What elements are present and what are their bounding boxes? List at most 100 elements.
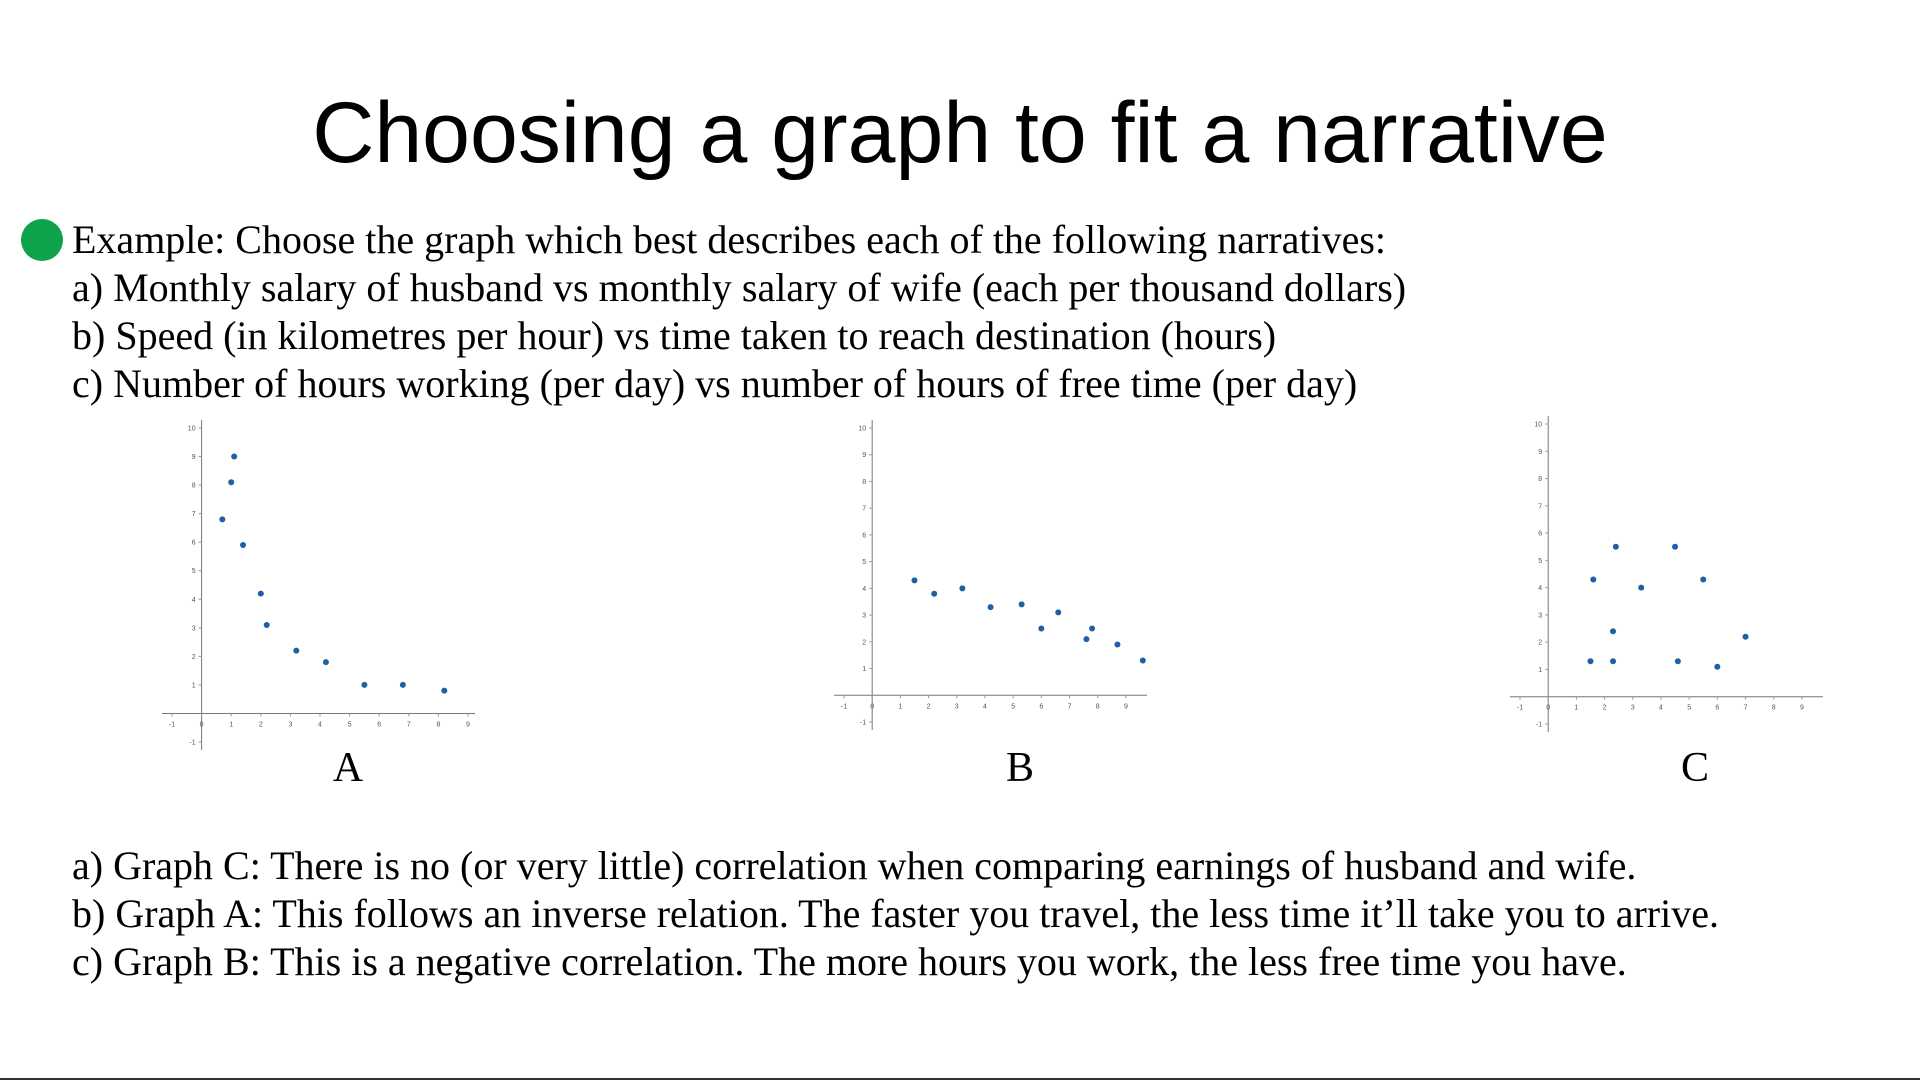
y-tick-label: 8 — [862, 479, 866, 486]
x-tick-label: 5 — [348, 721, 352, 728]
y-tick-label: 9 — [862, 452, 866, 459]
scatter-point — [1638, 584, 1645, 591]
y-tick-label: 10 — [188, 426, 196, 433]
scatter-point — [263, 621, 270, 628]
y-tick-label: 6 — [862, 532, 866, 539]
x-tick-label: -1 — [841, 703, 847, 710]
scatter-point — [1018, 601, 1025, 608]
y-tick-label: 4 — [192, 597, 196, 604]
scatter-point — [959, 585, 966, 592]
scatter-point — [228, 479, 235, 486]
x-tick-label: 6 — [377, 721, 381, 728]
scatter-point — [399, 681, 406, 688]
graph-label-a: A — [332, 745, 364, 791]
y-tick-label: 1 — [192, 682, 196, 689]
y-tick-label: 3 — [1538, 612, 1542, 619]
y-tick-label: 5 — [192, 568, 196, 575]
scatter-point — [1083, 636, 1090, 643]
x-tick-label: 2 — [259, 721, 263, 728]
scatter-point — [240, 542, 247, 549]
x-tick-label: 9 — [1800, 705, 1804, 712]
y-tick-label: 2 — [862, 639, 866, 646]
y-tick-label: 8 — [1538, 476, 1542, 483]
x-tick-label: 8 — [1772, 705, 1776, 712]
scatter-point — [1610, 628, 1617, 635]
x-tick-label: 4 — [1659, 705, 1663, 712]
y-tick-label: 6 — [192, 540, 196, 547]
prompt-line: Example: Choose the graph which best des… — [72, 217, 1387, 262]
answer-line: a) Graph C: There is no (or very little)… — [72, 843, 1637, 888]
x-tick-label: 0 — [870, 703, 874, 710]
y-tick-label: 4 — [862, 586, 866, 593]
scatter-point — [1742, 633, 1749, 640]
y-tick-label: 3 — [192, 625, 196, 632]
x-tick-label: 0 — [1546, 705, 1550, 712]
y-tick-label: 5 — [1538, 558, 1542, 565]
x-tick-label: -1 — [1517, 705, 1523, 712]
answer-line: c) Graph B: This is a negative correlati… — [72, 939, 1627, 984]
x-tick-label: -1 — [169, 721, 175, 728]
scatter-point — [1672, 543, 1679, 550]
y-tick-label: -1 — [189, 740, 195, 747]
y-tick-label: 1 — [862, 666, 866, 673]
scatter-point — [1610, 658, 1617, 665]
scatter-point — [911, 577, 918, 584]
x-tick-label: 6 — [1039, 703, 1043, 710]
x-tick-label: 2 — [927, 703, 931, 710]
x-tick-label: 9 — [1124, 703, 1128, 710]
scatter-point — [1587, 658, 1594, 665]
scatter-chart-a: -1 0 1 2 3 4 5 6 7 8 9 -1 1 2 3 4 5 6 7 8 9 10 — [162, 420, 475, 750]
scatter-point — [1139, 657, 1146, 664]
scatter-point — [1674, 658, 1681, 665]
x-tick-label: 3 — [1631, 705, 1635, 712]
graph-label-c: C — [1680, 745, 1709, 791]
x-tick-label: 0 — [200, 721, 204, 728]
y-tick-label: -1 — [1536, 722, 1542, 729]
x-tick-label: 1 — [1574, 705, 1578, 712]
x-tick-label: 8 — [436, 721, 440, 728]
y-tick-label: 4 — [1538, 585, 1542, 592]
scatter-point — [1612, 543, 1619, 550]
scatter-point — [441, 687, 448, 694]
y-tick-label: 3 — [862, 613, 866, 620]
scatter-point — [1714, 663, 1721, 670]
y-tick-label: 9 — [1538, 449, 1542, 456]
answers-block: a) Graph C: There is no (or very little)… — [72, 842, 1719, 986]
scatter-point — [219, 516, 226, 523]
slide-title: Choosing a graph to fit a narrative — [312, 85, 1608, 181]
scatter-point — [257, 590, 264, 597]
x-tick-label: 8 — [1096, 703, 1100, 710]
scatter-point — [987, 604, 994, 611]
x-tick-label: 7 — [407, 721, 411, 728]
answer-line: b) Graph A: This follows an inverse rela… — [72, 891, 1719, 936]
y-tick-label: 7 — [192, 511, 196, 518]
y-tick-label: 1 — [1538, 667, 1542, 674]
scatter-point — [1089, 625, 1096, 632]
y-tick-label: -1 — [860, 720, 866, 727]
x-tick-label: 4 — [983, 703, 987, 710]
y-tick-label: 7 — [1538, 503, 1542, 510]
prompt-line: b) Speed (in kilometres per hour) vs tim… — [72, 313, 1277, 358]
scatter-point — [293, 647, 300, 654]
slide-bottom-border — [0, 1078, 1920, 1080]
bullet-dot-icon — [21, 219, 63, 261]
graph-label-b: B — [1005, 745, 1034, 791]
scatter-point — [1114, 641, 1121, 648]
y-tick-label: 10 — [1534, 422, 1542, 429]
x-tick-label: 5 — [1011, 703, 1015, 710]
prompt-line: c) Number of hours working (per day) vs … — [72, 361, 1358, 406]
x-tick-label: 2 — [1603, 705, 1607, 712]
scatter-point — [322, 659, 329, 666]
y-tick-label: 2 — [192, 654, 196, 661]
x-tick-label: 9 — [466, 721, 470, 728]
scatter-point — [361, 681, 368, 688]
scatter-point — [231, 453, 238, 460]
y-tick-label: 5 — [862, 559, 866, 566]
x-tick-label: 3 — [955, 703, 959, 710]
x-tick-label: 7 — [1068, 703, 1072, 710]
scatter-point — [1055, 609, 1062, 616]
x-tick-label: 7 — [1744, 705, 1748, 712]
x-tick-label: 1 — [898, 703, 902, 710]
scatter-point — [1038, 625, 1045, 632]
x-tick-label: 1 — [229, 721, 233, 728]
